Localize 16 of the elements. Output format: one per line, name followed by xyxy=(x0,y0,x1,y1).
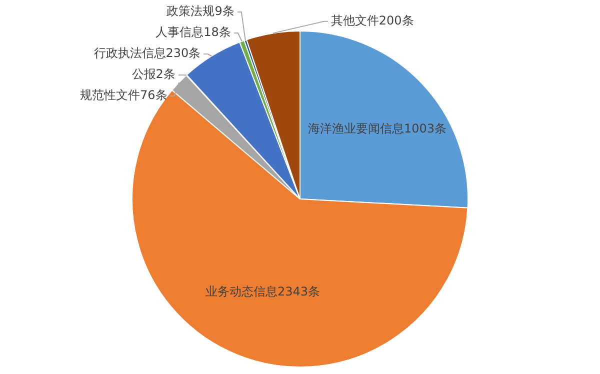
data-label: 230条 xyxy=(166,46,201,60)
slice-label: 公报 xyxy=(132,67,156,82)
slice-label: 业务动态信息 xyxy=(205,284,278,299)
data-label: 18条 xyxy=(204,25,231,40)
slice-label: 行政执法信息 xyxy=(94,46,166,60)
data-label: 76条 xyxy=(140,88,168,102)
data-label: 1003条 xyxy=(404,122,447,136)
data-label: 2条 xyxy=(156,67,176,82)
slice-label: 规范性文件 xyxy=(80,88,140,102)
slice-label: 人事信息 xyxy=(156,25,204,40)
slice-label: 海洋渔业要闻信息 xyxy=(308,122,404,136)
slice-label: 政策法规 xyxy=(166,4,215,18)
slice-label: 其他文件 xyxy=(330,14,379,28)
data-label: 2343条 xyxy=(277,284,320,299)
data-label: 9条 xyxy=(214,4,234,18)
data-label: 200条 xyxy=(378,14,414,28)
